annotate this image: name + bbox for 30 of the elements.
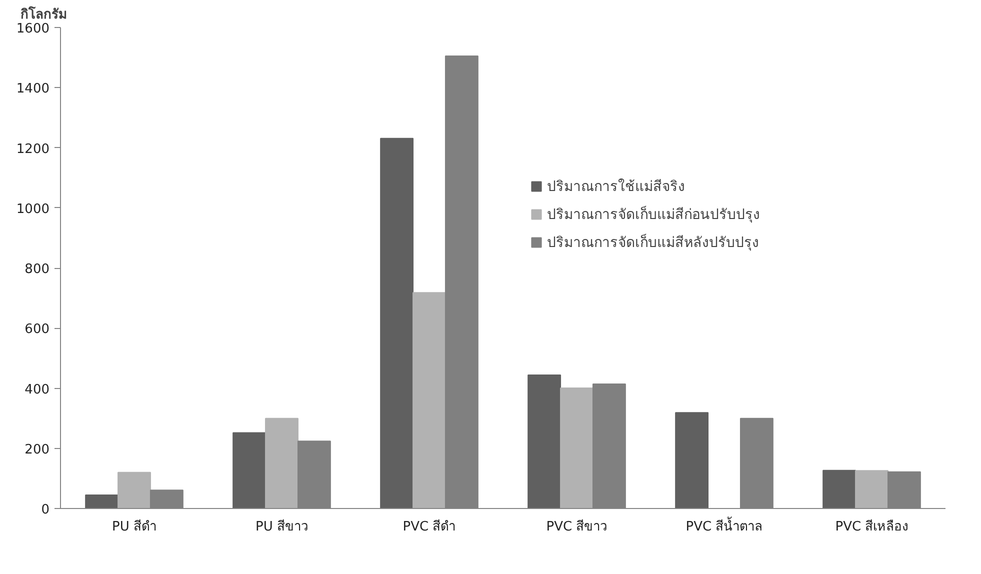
- x-tick-label: PVC สีน้ำตาล: [686, 516, 763, 534]
- x-tick-label: PVC สีดำ: [402, 518, 456, 534]
- y-tick-label: 1000: [16, 202, 50, 217]
- y-tick-label: 1200: [16, 142, 50, 157]
- bar: [412, 292, 446, 508]
- x-tick-label: PU สีขาว: [256, 518, 308, 534]
- y-tick-label: 0: [41, 502, 50, 518]
- x-tick-label: PU สีดำ: [112, 518, 157, 534]
- bar: [822, 470, 856, 508]
- y-axis-title: กิโลกรัม: [20, 6, 68, 22]
- bar: [85, 494, 119, 508]
- bar: [265, 418, 298, 508]
- x-tick-label: PVC สีขาว: [546, 518, 608, 534]
- y-tick-label: 600: [24, 322, 50, 338]
- bar: [675, 412, 709, 508]
- bar: [380, 138, 414, 508]
- x-tick-label: PVC สีเหลือง: [835, 518, 908, 534]
- legend-label: ปริมาณการจัดเก็บแม่สีก่อนปรับปรุง: [547, 204, 760, 225]
- y-tick-label: 1400: [16, 82, 50, 97]
- y-tick-label: 400: [24, 382, 50, 398]
- y-tick-label: 1600: [16, 22, 50, 36]
- y-tick-label: 200: [24, 442, 50, 458]
- bar: [528, 374, 562, 508]
- bar: [118, 472, 151, 508]
- legend-label: ปริมาณการใช้แม่สีจริง: [547, 178, 685, 197]
- legend-label: ปริมาณการจัดเก็บแม่สีหลังปรับปรุง: [547, 232, 759, 253]
- y-tick-label: 800: [24, 262, 50, 277]
- bar: [855, 470, 888, 508]
- bar: [232, 432, 266, 508]
- bar: [560, 387, 594, 508]
